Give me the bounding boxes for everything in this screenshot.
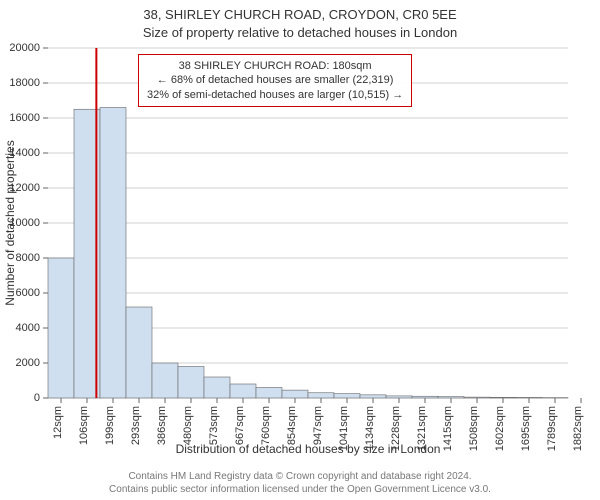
- x-axis-label: Distribution of detached houses by size …: [176, 442, 441, 456]
- histogram-bar: [282, 390, 308, 398]
- svg-text:1882sqm: 1882sqm: [572, 406, 584, 451]
- svg-text:1695sqm: 1695sqm: [520, 406, 532, 451]
- svg-text:14000: 14000: [9, 147, 40, 159]
- histogram-bar: [516, 397, 542, 398]
- title-line-2: Size of property relative to detached ho…: [0, 24, 600, 42]
- svg-text:4000: 4000: [16, 322, 40, 334]
- svg-text:1602sqm: 1602sqm: [494, 406, 506, 451]
- histogram-bar: [48, 258, 74, 398]
- svg-text:106sqm: 106sqm: [78, 406, 90, 445]
- svg-text:199sqm: 199sqm: [104, 406, 116, 445]
- svg-text:573sqm: 573sqm: [208, 406, 220, 445]
- histogram-bar: [386, 396, 412, 398]
- histogram-bar: [100, 108, 126, 399]
- svg-text:12000: 12000: [9, 182, 40, 194]
- svg-text:0: 0: [34, 392, 40, 404]
- svg-text:760sqm: 760sqm: [260, 406, 272, 445]
- histogram-bar: [230, 384, 256, 398]
- chart-title: 38, SHIRLEY CHURCH ROAD, CROYDON, CR0 5E…: [0, 0, 600, 41]
- svg-text:10000: 10000: [9, 217, 40, 229]
- histogram-bar: [334, 394, 360, 398]
- svg-text:667sqm: 667sqm: [234, 406, 246, 445]
- histogram-bar: [412, 396, 438, 398]
- histogram-bar: [464, 397, 490, 398]
- annotation-line-1: 38 SHIRLEY CHURCH ROAD: 180sqm: [147, 59, 403, 73]
- histogram-bar: [152, 363, 178, 398]
- svg-text:16000: 16000: [9, 112, 40, 124]
- svg-text:12sqm: 12sqm: [52, 406, 64, 439]
- svg-text:1415sqm: 1415sqm: [442, 406, 454, 451]
- svg-text:20000: 20000: [9, 42, 40, 54]
- histogram-bar: [438, 397, 464, 398]
- svg-text:6000: 6000: [16, 287, 40, 299]
- histogram-bar: [308, 393, 334, 398]
- attribution-line-1: Contains HM Land Registry data © Crown c…: [0, 470, 600, 483]
- chart-area: Number of detached properties 0200040006…: [48, 48, 568, 398]
- svg-text:293sqm: 293sqm: [130, 406, 142, 445]
- svg-text:2000: 2000: [16, 357, 40, 369]
- svg-text:8000: 8000: [16, 252, 40, 264]
- svg-text:18000: 18000: [9, 77, 40, 89]
- histogram-bar: [360, 395, 386, 398]
- svg-text:386sqm: 386sqm: [156, 406, 168, 445]
- histogram-bar: [256, 388, 282, 399]
- annotation-line-3: 32% of semi-detached houses are larger (…: [147, 88, 403, 102]
- histogram-bar: [490, 397, 516, 398]
- annotation-line-2: ← 68% of detached houses are smaller (22…: [147, 73, 403, 87]
- svg-text:947sqm: 947sqm: [312, 406, 324, 445]
- attribution: Contains HM Land Registry data © Crown c…: [0, 470, 600, 496]
- histogram-bar: [178, 367, 204, 399]
- histogram-bar: [126, 307, 152, 398]
- svg-text:480sqm: 480sqm: [182, 406, 194, 445]
- svg-text:1789sqm: 1789sqm: [546, 406, 558, 451]
- svg-text:1508sqm: 1508sqm: [468, 406, 480, 451]
- title-line-1: 38, SHIRLEY CHURCH ROAD, CROYDON, CR0 5E…: [0, 6, 600, 24]
- attribution-line-2: Contains public sector information licen…: [0, 483, 600, 496]
- annotation-box: 38 SHIRLEY CHURCH ROAD: 180sqm ← 68% of …: [138, 54, 412, 107]
- svg-text:854sqm: 854sqm: [286, 406, 298, 445]
- histogram-bar: [204, 377, 230, 398]
